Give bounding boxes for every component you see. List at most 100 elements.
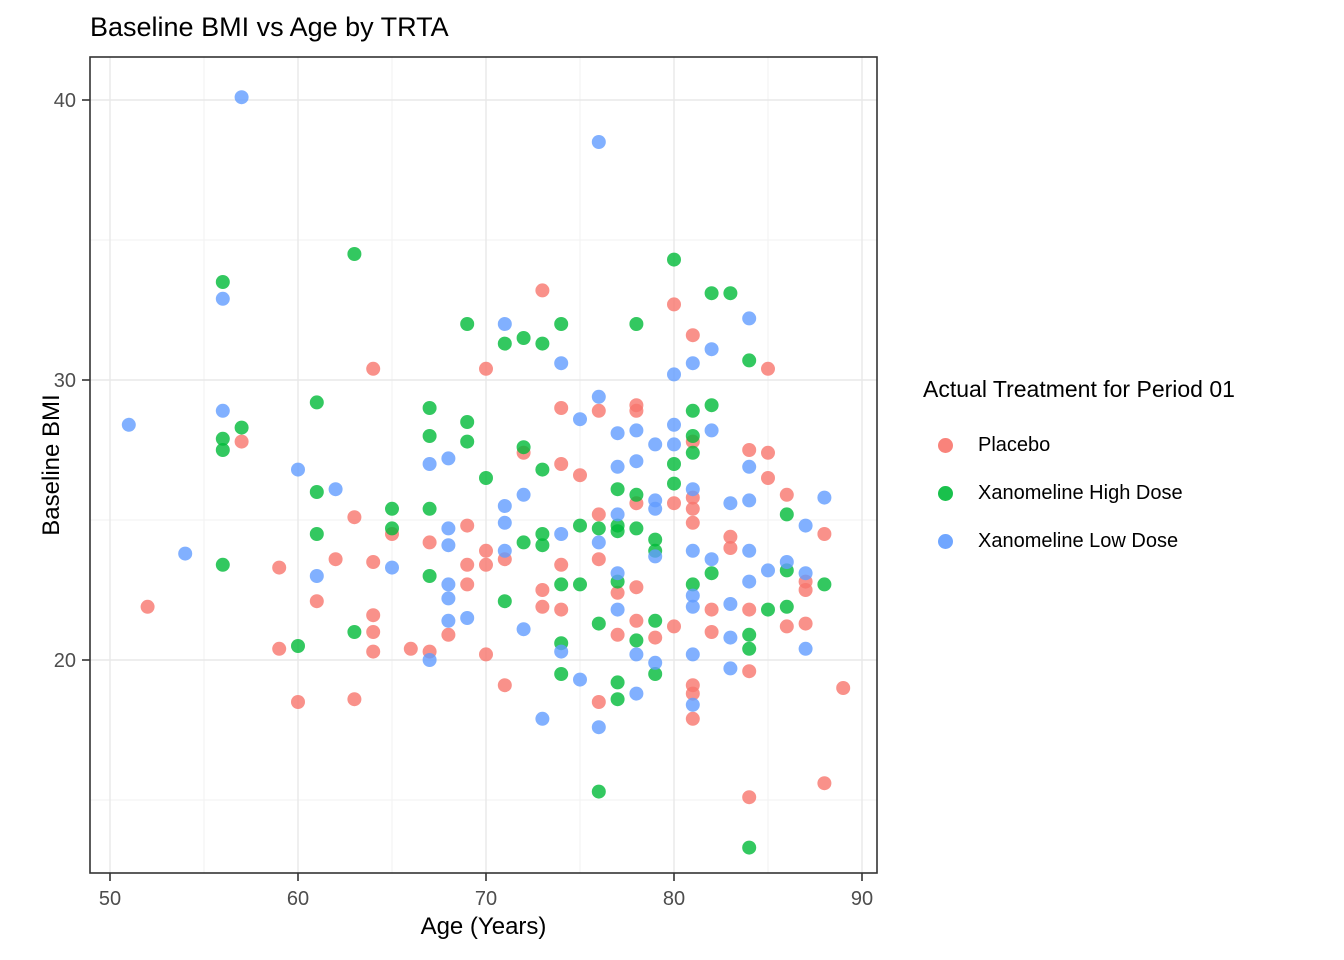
data-point <box>573 672 587 687</box>
data-point <box>667 619 681 634</box>
data-point <box>685 697 700 712</box>
data-point <box>629 317 644 331</box>
legend-item: Placebo <box>923 421 1235 469</box>
data-point <box>535 336 550 351</box>
data-point <box>667 297 681 312</box>
data-point <box>591 135 606 149</box>
data-point <box>591 616 606 631</box>
data-point <box>479 543 493 558</box>
data-point <box>629 487 644 502</box>
data-point <box>591 521 606 536</box>
data-point <box>422 457 437 471</box>
data-point <box>742 790 757 805</box>
data-point <box>723 286 738 301</box>
data-point <box>667 457 681 471</box>
data-point <box>723 661 738 676</box>
legend-dot-icon <box>938 437 953 453</box>
data-point <box>460 557 475 572</box>
legend-item-label: Xanomeline Low Dose <box>978 529 1179 552</box>
data-point <box>629 521 644 536</box>
data-point <box>554 667 569 681</box>
data-point <box>704 423 719 438</box>
data-point <box>441 613 456 628</box>
data-point <box>554 557 569 572</box>
data-point <box>704 398 719 413</box>
data-point <box>309 395 324 410</box>
data-point <box>366 555 381 569</box>
y-tick-label: 30 <box>54 370 76 392</box>
data-point <box>366 625 381 639</box>
data-point <box>742 353 757 368</box>
data-point <box>798 566 813 581</box>
data-point <box>479 471 493 485</box>
data-point <box>685 328 700 343</box>
data-point <box>629 580 644 595</box>
data-point <box>516 487 531 502</box>
data-point <box>742 459 757 474</box>
data-point <box>761 563 775 578</box>
data-point <box>742 493 757 508</box>
legend-title: Actual Treatment for Period 01 <box>923 376 1235 402</box>
data-point <box>610 602 625 617</box>
data-point <box>516 535 531 550</box>
data-point <box>836 681 851 695</box>
data-point <box>441 538 456 553</box>
data-point <box>215 431 230 446</box>
data-point <box>779 487 794 502</box>
x-axis-title: Age (Years) <box>420 913 547 940</box>
data-point <box>704 625 719 639</box>
data-point <box>516 331 531 345</box>
legend: Actual Treatment for Period 01 Placebo Xa… <box>923 376 1235 565</box>
data-point <box>685 482 700 497</box>
data-point <box>648 655 663 670</box>
data-point <box>422 501 437 516</box>
data-point <box>460 611 475 625</box>
data-point <box>573 468 587 483</box>
data-point <box>742 311 757 326</box>
data-point <box>629 454 644 469</box>
data-point <box>610 675 625 690</box>
data-point <box>761 471 775 485</box>
y-tick-label: 40 <box>54 90 76 112</box>
data-point <box>422 569 437 583</box>
data-point <box>667 367 681 382</box>
data-point <box>685 515 700 530</box>
data-point <box>554 577 569 592</box>
data-point <box>309 485 324 499</box>
data-point <box>591 389 606 404</box>
data-point <box>704 552 719 567</box>
data-point <box>234 90 249 105</box>
legend-item-label: Xanomeline High Dose <box>978 481 1183 504</box>
data-point <box>591 720 606 735</box>
data-point <box>422 535 437 550</box>
data-point <box>291 695 305 709</box>
data-point <box>685 711 700 726</box>
data-point <box>667 252 681 267</box>
data-point <box>591 535 606 550</box>
data-point <box>817 776 832 791</box>
data-point <box>723 597 738 611</box>
data-point <box>554 602 569 617</box>
data-point <box>723 529 738 544</box>
data-point <box>535 583 550 597</box>
data-point <box>347 510 362 525</box>
data-point <box>215 291 230 306</box>
data-point <box>685 445 700 460</box>
data-point <box>723 496 738 511</box>
data-point <box>667 437 681 452</box>
data-point <box>497 678 512 693</box>
y-axis-title: Baseline BMI <box>38 394 65 536</box>
legend-dot-icon <box>938 485 953 501</box>
data-point <box>441 591 456 606</box>
data-point <box>554 401 569 415</box>
data-point <box>385 560 399 575</box>
data-point <box>779 619 794 634</box>
data-point <box>535 462 550 477</box>
data-point <box>497 317 512 331</box>
data-point <box>366 361 381 376</box>
data-point <box>779 555 794 569</box>
data-point <box>516 622 531 637</box>
data-point <box>234 434 249 449</box>
data-point <box>554 317 569 331</box>
